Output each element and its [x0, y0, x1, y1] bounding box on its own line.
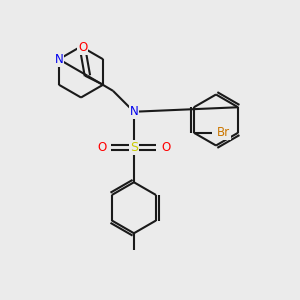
Text: N: N [55, 53, 63, 66]
Text: Br: Br [217, 126, 230, 139]
Text: N: N [130, 105, 138, 118]
Text: S: S [130, 141, 138, 154]
Text: O: O [98, 141, 107, 154]
Text: O: O [161, 141, 170, 154]
Text: O: O [78, 41, 88, 54]
